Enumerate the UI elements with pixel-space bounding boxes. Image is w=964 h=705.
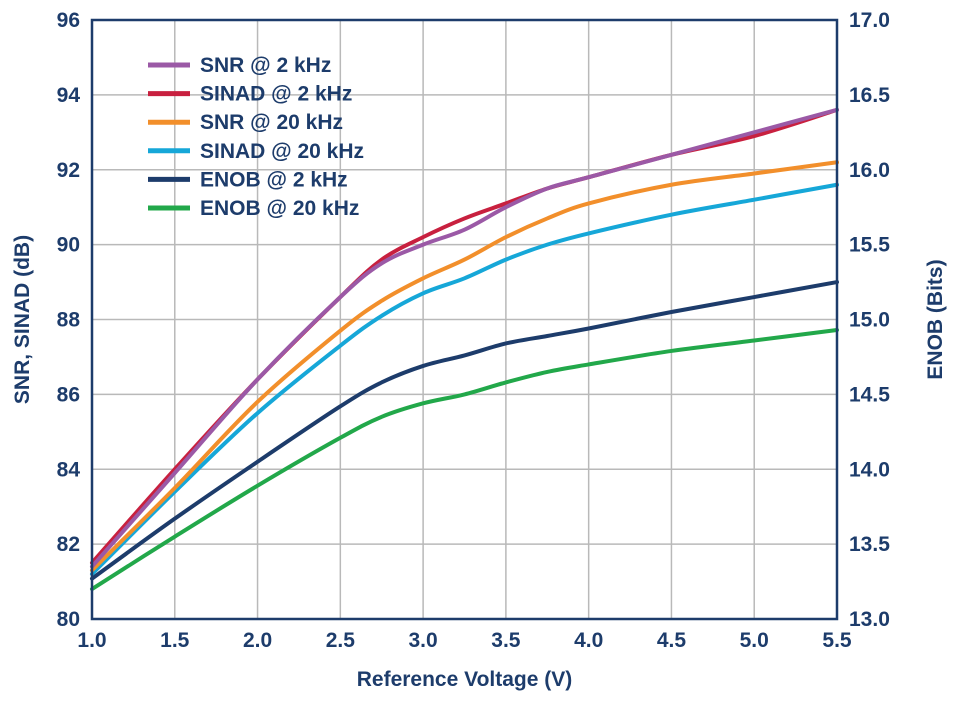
y2-tick-label: 14.5 (849, 383, 890, 406)
series-line-4 (90, 182, 839, 577)
grid (91, 19, 838, 620)
legend-label: SINAD @ 2 kHz (200, 83, 352, 106)
x-tick-label: 4.0 (574, 629, 603, 652)
legend-item: SINAD @ 2 kHz (148, 83, 352, 106)
plot-frame (90, 18, 839, 621)
y2-tick-label: 16.5 (849, 84, 890, 107)
y-tick-label: 88 (57, 309, 81, 332)
series-line-3 (90, 160, 839, 573)
y-axis-ticks: 80 82 84 86 88 90 92 94 96 (57, 9, 81, 631)
legend-label: SNR @ 2 kHz (200, 54, 331, 77)
y-tick-label: 82 (57, 533, 80, 556)
x-tick-label: 4.5 (657, 629, 687, 652)
y2-tick-label: 15.5 (849, 234, 890, 257)
x-tick-label: 3.5 (491, 629, 521, 652)
y2-tick-label: 13.0 (849, 608, 890, 631)
y2-tick-label: 13.5 (849, 533, 890, 556)
y2-axis-title: ENOB (Bits) (924, 259, 947, 379)
x-tick-label: 3.0 (409, 629, 438, 652)
y-tick-label: 96 (57, 9, 80, 32)
y2-tick-label: 17.0 (849, 9, 890, 32)
x-tick-label: 2.5 (326, 629, 356, 652)
y2-axis-ticks: 13.0 13.5 14.0 14.5 15.0 15.5 16.0 16.5 17.0 (849, 9, 890, 631)
x-tick-label: 5.5 (822, 629, 852, 652)
y-tick-label: 90 (57, 234, 80, 257)
legend-label: SNR @ 20 kHz (200, 111, 343, 134)
legend-item: SNR @ 2 kHz (148, 54, 331, 77)
series-layer (90, 107, 839, 592)
legend-item: ENOB @ 2 kHz (148, 168, 348, 191)
legend-item: SINAD @ 20 kHz (148, 140, 364, 163)
y2-tick-label: 14.0 (849, 458, 890, 481)
x-tick-label: 1.5 (160, 629, 190, 652)
y2-tick-label: 15.0 (849, 309, 890, 332)
series-line-6 (90, 327, 839, 592)
x-axis-title: Reference Voltage (V) (357, 668, 573, 691)
legend-item: ENOB @ 20 kHz (148, 197, 359, 220)
legend-item: SNR @ 20 kHz (148, 111, 343, 134)
y-tick-label: 86 (57, 383, 80, 406)
series-line-5 (90, 280, 839, 581)
x-tick-label: 5.0 (740, 629, 769, 652)
legend: SNR @ 2 kHz SINAD @ 2 kHz SNR @ 20 kHz SINA… (148, 54, 364, 220)
x-tick-label: 2.0 (243, 629, 272, 652)
x-axis-ticks: 1.0 1.5 2.0 2.5 3.0 3.5 4.0 4.5 5.0 5.5 (77, 629, 852, 652)
series-line-1 (90, 107, 839, 569)
y-tick-label: 94 (57, 84, 81, 107)
x-tick-label: 1.0 (77, 629, 106, 652)
legend-label: ENOB @ 20 kHz (200, 197, 359, 220)
y-tick-label: 80 (57, 608, 80, 631)
y2-tick-label: 16.0 (849, 159, 890, 182)
legend-label: ENOB @ 2 kHz (200, 168, 348, 191)
legend-label: SINAD @ 20 kHz (200, 140, 364, 163)
y-axis-title: SNR, SINAD (dB) (11, 235, 34, 404)
y-tick-label: 92 (57, 159, 80, 182)
y-tick-label: 84 (57, 458, 81, 481)
